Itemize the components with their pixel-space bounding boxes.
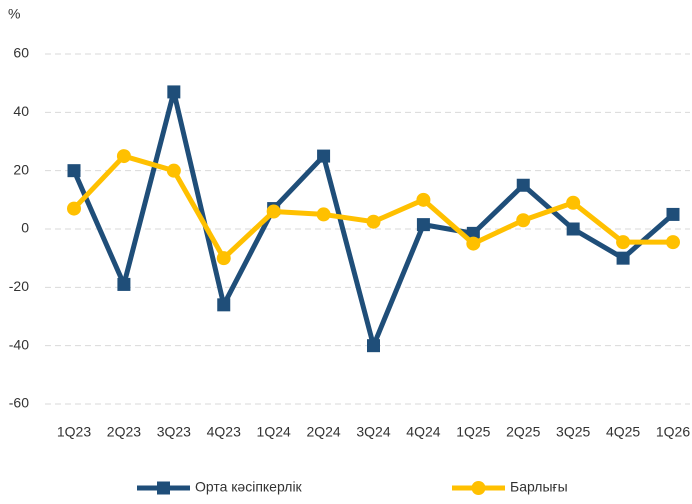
marker (166, 163, 181, 178)
marker (167, 85, 181, 99)
x-tick-label: 2Q23 (107, 424, 141, 440)
marker (516, 213, 531, 228)
y-tick-label: 0 (21, 220, 29, 236)
marker (67, 201, 81, 216)
marker (217, 298, 231, 312)
y-axis-label: % (8, 6, 20, 22)
x-tick-label: 2Q24 (306, 424, 340, 440)
marker (266, 204, 281, 219)
x-tick-label: 1Q23 (57, 424, 91, 440)
series-line (72, 153, 673, 261)
y-tick-label: -40 (9, 336, 29, 352)
y-tick-label: -60 (9, 395, 29, 411)
marker (466, 236, 481, 251)
marker (316, 207, 331, 222)
marker (416, 192, 431, 207)
marker (366, 214, 381, 229)
marker (317, 149, 331, 163)
marker (367, 339, 380, 353)
marker (666, 207, 680, 221)
marker (666, 235, 680, 250)
marker (566, 222, 580, 236)
x-tick-label: 4Q25 (606, 424, 640, 440)
marker (416, 218, 430, 232)
x-tick-label: 3Q24 (356, 424, 390, 440)
x-tick-label: 1Q24 (257, 424, 291, 440)
marker (157, 481, 170, 495)
x-tick-label: 4Q23 (207, 424, 241, 440)
x-tick-label: 1Q25 (456, 424, 490, 440)
marker (466, 226, 480, 240)
marker (117, 277, 131, 291)
legend-label: Орта кәсіпкерлік (195, 479, 303, 495)
marker (566, 195, 581, 210)
y-tick-label: -20 (9, 278, 29, 294)
y-tick-label: 40 (13, 103, 29, 119)
marker (616, 235, 631, 250)
x-tick-label: 3Q25 (556, 424, 590, 440)
y-tick-label: 60 (13, 45, 29, 61)
x-tick-label: 2Q25 (506, 424, 540, 440)
marker (471, 481, 486, 495)
y-tick-label: 20 (13, 161, 29, 177)
marker (516, 178, 530, 192)
x-tick-label: 1Q26 (656, 424, 690, 440)
marker (216, 251, 231, 266)
x-tick-label: 4Q24 (406, 424, 440, 440)
legend-label: Барлығы (510, 479, 568, 495)
marker (67, 164, 81, 178)
marker (116, 149, 131, 164)
x-tick-label: 3Q23 (157, 424, 191, 440)
marker (616, 251, 630, 265)
